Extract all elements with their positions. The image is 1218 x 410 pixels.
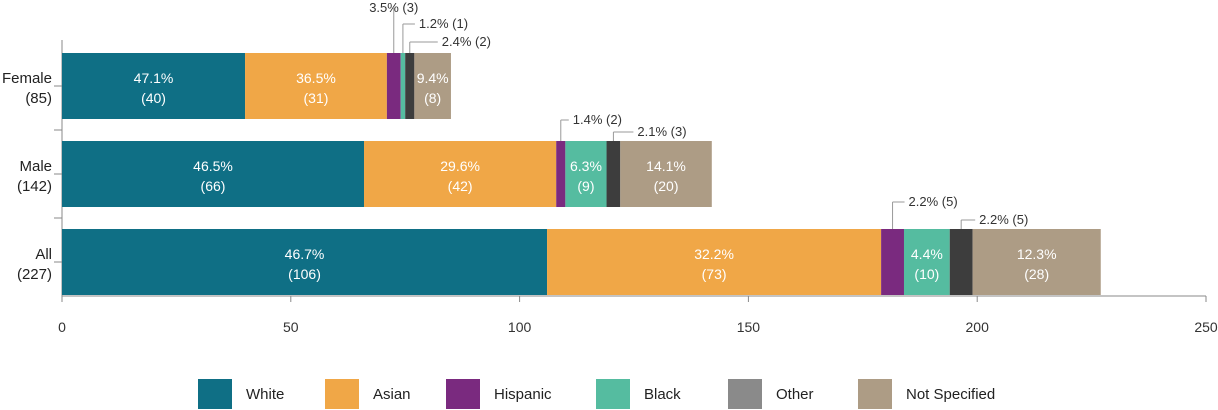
bar-hispanic bbox=[881, 229, 904, 295]
bar-hispanic bbox=[556, 141, 566, 207]
data-label: (42) bbox=[448, 178, 473, 194]
legend-item-other: Other bbox=[728, 378, 814, 410]
legend-label: White bbox=[246, 385, 285, 403]
data-label: (20) bbox=[654, 178, 679, 194]
data-label: 32.2% bbox=[694, 246, 734, 262]
legend-item-white: White bbox=[198, 378, 284, 410]
bar-not-specified bbox=[620, 141, 712, 207]
data-label: 2.2% (5) bbox=[979, 212, 1028, 227]
legend-swatch bbox=[325, 379, 359, 409]
data-label: (106) bbox=[288, 266, 321, 282]
data-label: 4.4% bbox=[911, 246, 943, 262]
data-label: (10) bbox=[914, 266, 939, 282]
data-label: 2.2% (5) bbox=[909, 194, 958, 209]
bar-asian bbox=[547, 229, 882, 295]
data-label: 46.7% bbox=[285, 246, 325, 262]
bar-other bbox=[405, 53, 415, 119]
data-label: 36.5% bbox=[296, 70, 336, 86]
data-label: (9) bbox=[577, 178, 594, 194]
x-tick-label: 150 bbox=[737, 319, 761, 335]
bar-asian bbox=[245, 53, 387, 119]
bar-black bbox=[565, 141, 607, 207]
legend-label: Other bbox=[776, 385, 814, 403]
data-label: 3.5% (3) bbox=[369, 0, 418, 15]
legend-swatch bbox=[728, 379, 762, 409]
data-label: (28) bbox=[1024, 266, 1049, 282]
bar-not-specified bbox=[972, 229, 1101, 295]
legend-item-asian: Asian bbox=[325, 378, 411, 410]
bar-asian bbox=[364, 141, 557, 207]
data-label: 9.4% bbox=[417, 70, 449, 86]
legend-swatch bbox=[596, 379, 630, 409]
bar-white bbox=[62, 53, 246, 119]
data-label: 2.4% (2) bbox=[442, 34, 491, 49]
bar-not-specified bbox=[414, 53, 451, 119]
bar-black bbox=[400, 53, 406, 119]
legend-label: Black bbox=[644, 385, 681, 403]
data-label: 6.3% bbox=[570, 158, 602, 174]
legend-item-hispanic: Hispanic bbox=[446, 378, 552, 410]
data-label: 1.4% (2) bbox=[573, 112, 622, 127]
data-label: 2.1% (3) bbox=[637, 124, 686, 139]
x-tick-label: 250 bbox=[1194, 319, 1218, 335]
bar-other bbox=[606, 141, 621, 207]
legend-label: Not Specified bbox=[906, 385, 996, 403]
x-tick-label: 100 bbox=[508, 319, 532, 335]
data-label: 14.1% bbox=[646, 158, 686, 174]
data-label: (66) bbox=[201, 178, 226, 194]
data-label: (40) bbox=[141, 90, 166, 106]
legend-label: Asian bbox=[373, 385, 411, 403]
category-label: Male bbox=[19, 158, 52, 175]
bar-white bbox=[62, 229, 548, 295]
chart-svg: 0 50 100 150 200 250 Female (85) Male (142) All (22… bbox=[2, 0, 1218, 335]
category-label: Female bbox=[2, 70, 52, 87]
legend-item-not-specified: Not Specified bbox=[858, 378, 995, 410]
legend-item-black: Black bbox=[596, 378, 681, 410]
legend-label: Hispanic bbox=[494, 385, 552, 403]
x-tick-label: 200 bbox=[966, 319, 990, 335]
category-label: All bbox=[35, 246, 52, 263]
data-label: 47.1% bbox=[134, 70, 174, 86]
x-tick-label: 0 bbox=[58, 319, 66, 335]
bar-black bbox=[903, 229, 950, 295]
category-count-label: (142) bbox=[17, 178, 52, 195]
category-count-label: (227) bbox=[17, 266, 52, 283]
bar-other bbox=[949, 229, 973, 295]
data-label: (73) bbox=[702, 266, 727, 282]
legend-swatch bbox=[858, 379, 892, 409]
category-count-label: (85) bbox=[25, 90, 52, 107]
data-label: 12.3% bbox=[1017, 246, 1057, 262]
legend: White Asian Hispanic Black Other Not Specifie… bbox=[0, 378, 1218, 410]
legend-swatch bbox=[446, 379, 480, 409]
data-label: 29.6% bbox=[440, 158, 480, 174]
data-label: 46.5% bbox=[193, 158, 233, 174]
data-label: (8) bbox=[424, 90, 441, 106]
x-tick-label: 50 bbox=[283, 319, 299, 335]
data-label: 1.2% (1) bbox=[419, 16, 468, 31]
legend-swatch bbox=[198, 379, 232, 409]
bar-hispanic bbox=[386, 53, 401, 119]
bar-white bbox=[62, 141, 365, 207]
data-label: (31) bbox=[304, 90, 329, 106]
